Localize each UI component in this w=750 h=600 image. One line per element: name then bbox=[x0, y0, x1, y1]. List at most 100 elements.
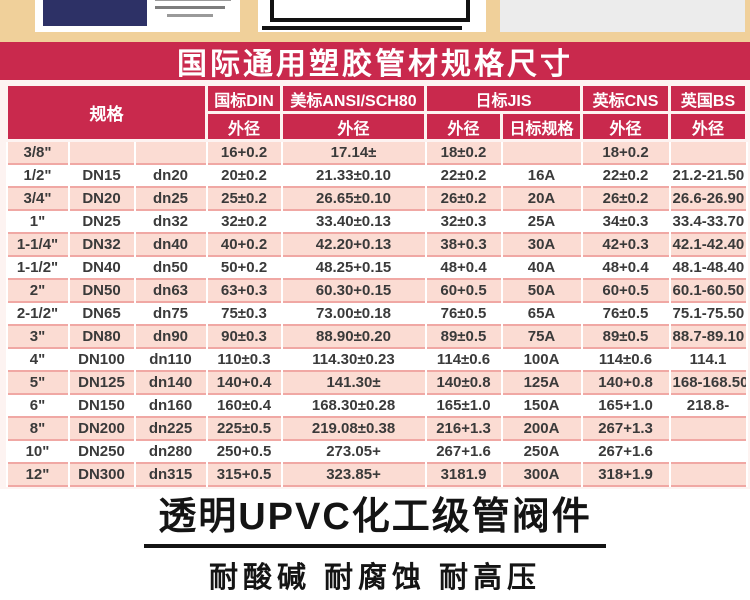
certificate-thumbnail-right bbox=[500, 0, 745, 32]
subcol-header-jis-spec: 日标规格 bbox=[500, 111, 584, 142]
col-header-jis: 日标JIS bbox=[424, 83, 584, 114]
spec-cell: 114±0.6 bbox=[580, 347, 671, 371]
spec-cell: DN32 bbox=[67, 232, 136, 256]
spec-cell: 76±0.5 bbox=[580, 301, 671, 325]
table-row: 1" DN25 dn32 32±0.2 33.40±0.13 32±0.3 25A 34±0.… bbox=[5, 209, 748, 233]
spec-cell: dn140 bbox=[133, 370, 208, 394]
spec-cell: 40+0.2 bbox=[205, 232, 283, 256]
spec-cell: 1/2" bbox=[5, 163, 70, 187]
spec-cell: dn50 bbox=[133, 255, 208, 279]
spec-cell: 2-1/2" bbox=[5, 301, 70, 325]
spec-cell: 10" bbox=[5, 439, 70, 463]
spec-cell: 3" bbox=[5, 324, 70, 348]
spec-cell: DN125 bbox=[67, 370, 136, 394]
subcol-header-cns-od: 外径 bbox=[580, 111, 672, 142]
spec-cell: 125A bbox=[500, 370, 583, 394]
product-subtitle: 耐酸碱 耐腐蚀 耐高压 bbox=[208, 562, 542, 595]
spec-cell: 318+1.9 bbox=[580, 462, 671, 486]
spec-cell: 60+0.5 bbox=[580, 278, 671, 302]
spec-cell: 1-1/2" bbox=[5, 255, 70, 279]
spec-cell bbox=[668, 140, 748, 164]
spec-cell: 63+0.3 bbox=[205, 278, 283, 302]
spec-cell bbox=[500, 140, 583, 164]
spec-cell: 4" bbox=[5, 347, 70, 371]
table-row: 3" DN80 dn90 90±0.3 88.90±0.20 89±0.5 75A 89±0.… bbox=[5, 324, 748, 348]
spec-cell: 88.90±0.20 bbox=[280, 324, 427, 348]
spec-cell: 65A bbox=[500, 301, 583, 325]
spec-cell: 250+0.5 bbox=[205, 439, 283, 463]
spec-cell: 48+0.4 bbox=[580, 255, 671, 279]
table-row: 3/4" DN20 dn25 25±0.2 26.65±0.10 26±0.2 20A 26±… bbox=[5, 186, 748, 210]
spec-cell: 17.14± bbox=[280, 140, 427, 164]
spec-cell: 60+0.5 bbox=[424, 278, 503, 302]
spec-cell: 42.1-42.40 bbox=[668, 232, 748, 256]
spec-cell: 8" bbox=[5, 416, 70, 440]
spec-cell: 3181.9 bbox=[424, 462, 503, 486]
spec-cell: 76±0.5 bbox=[424, 301, 503, 325]
spec-cell: 3/8" bbox=[5, 140, 70, 164]
spec-cell: 165+1.0 bbox=[580, 393, 671, 417]
spec-cell: 140+0.8 bbox=[580, 370, 671, 394]
spec-cell: 165±1.0 bbox=[424, 393, 503, 417]
table-row: 1-1/4" DN32 dn40 40+0.2 42.20+0.13 38+0.3 30A 4… bbox=[5, 232, 748, 256]
spec-cell: dn20 bbox=[133, 163, 208, 187]
spec-cell: 141.30± bbox=[280, 370, 427, 394]
spec-cell: 60.1-60.50 bbox=[668, 278, 748, 302]
spec-cell: 50+0.2 bbox=[205, 255, 283, 279]
spec-cell: DN15 bbox=[67, 163, 136, 187]
spec-cell: 32±0.3 bbox=[424, 209, 503, 233]
spec-cell: 140±0.8 bbox=[424, 370, 503, 394]
certificate-text-line bbox=[155, 6, 225, 9]
spec-cell: DN150 bbox=[67, 393, 136, 417]
spec-cell: 25A bbox=[500, 209, 583, 233]
spec-cell: 30A bbox=[500, 232, 583, 256]
spec-cell: DN100 bbox=[67, 347, 136, 371]
spec-cell: 216+1.3 bbox=[424, 416, 503, 440]
spec-cell: 48.25+0.15 bbox=[280, 255, 427, 279]
col-header-cns: 英标CNS bbox=[580, 83, 672, 114]
spec-cell: dn225 bbox=[133, 416, 208, 440]
spec-cell: DN80 bbox=[67, 324, 136, 348]
spec-cell: dn315 bbox=[133, 462, 208, 486]
spec-cell: 89±0.5 bbox=[580, 324, 671, 348]
spec-cell: 38+0.3 bbox=[424, 232, 503, 256]
spec-cell: 168-168.50 bbox=[668, 370, 748, 394]
banner-title: 国际通用塑胶管材规格尺寸 bbox=[177, 48, 573, 81]
subcol-header-din-od: 外径 bbox=[205, 111, 284, 142]
spec-cell: 1-1/4" bbox=[5, 232, 70, 256]
spec-cell: 16A bbox=[500, 163, 583, 187]
spec-cell: 1" bbox=[5, 209, 70, 233]
spec-cell: 5" bbox=[5, 370, 70, 394]
spec-cell bbox=[133, 140, 208, 164]
table-row: 1/2" DN15 dn20 20±0.2 21.33±0.10 22±0.2 16A 22±… bbox=[5, 163, 748, 187]
section-banner: 国际通用塑胶管材规格尺寸 bbox=[0, 42, 750, 81]
spec-cell: 60.30+0.15 bbox=[280, 278, 427, 302]
spec-cell bbox=[668, 462, 748, 486]
spec-cell: 75.1-75.50 bbox=[668, 301, 748, 325]
table-row: 1-1/2" DN40 dn50 50+0.2 48.25+0.15 48+0.4 40A 4… bbox=[5, 255, 748, 279]
table-row: 10" DN250 dn280 250+0.5 273.05+ 267+1.6 250A 26… bbox=[5, 439, 748, 463]
spec-cell: 42+0.3 bbox=[580, 232, 671, 256]
spec-cell: dn90 bbox=[133, 324, 208, 348]
certificate-stack-edge bbox=[262, 26, 462, 30]
spec-cell: dn40 bbox=[133, 232, 208, 256]
spec-cell: 48.1-48.40 bbox=[668, 255, 748, 279]
spec-table-body: 3/8" 16+0.2 17.14± 18±0.2 18+0.2 1/2" DN15 dn20… bbox=[5, 140, 748, 486]
spec-cell: DN200 bbox=[67, 416, 136, 440]
spec-cell: 40A bbox=[500, 255, 583, 279]
spec-cell: dn110 bbox=[133, 347, 208, 371]
spec-cell: 250A bbox=[500, 439, 583, 463]
spec-cell: DN20 bbox=[67, 186, 136, 210]
spec-cell: 12" bbox=[5, 462, 70, 486]
spec-cell: dn280 bbox=[133, 439, 208, 463]
spec-cell: DN65 bbox=[67, 301, 136, 325]
col-header-ansi: 美标ANSI/SCH80 bbox=[280, 83, 428, 114]
certificate-thumbnail-middle bbox=[258, 0, 486, 32]
spec-cell: 114.1 bbox=[668, 347, 748, 371]
spec-cell: 267+1.3 bbox=[580, 416, 671, 440]
table-row: 2-1/2" DN65 dn75 75±0.3 73.00±0.18 76±0.5 65A 7… bbox=[5, 301, 748, 325]
spec-cell: DN50 bbox=[67, 278, 136, 302]
col-header-spec: 规格 bbox=[4, 83, 209, 142]
top-certificates-strip bbox=[0, 0, 750, 42]
spec-cell: 273.05+ bbox=[280, 439, 427, 463]
